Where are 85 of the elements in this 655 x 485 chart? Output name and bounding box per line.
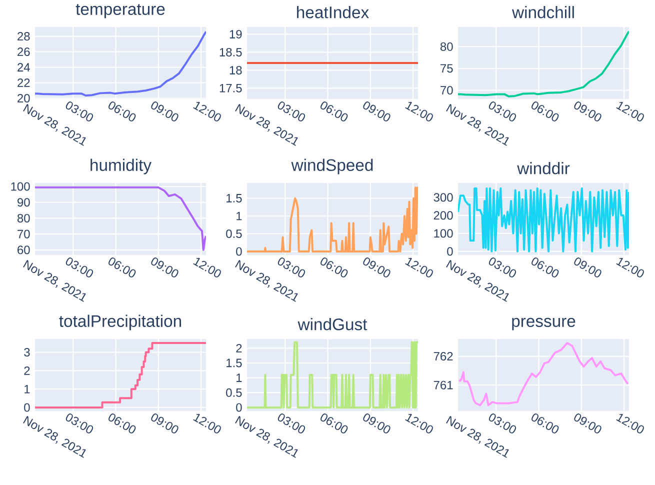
x-tick-label: 03:00	[278, 258, 306, 278]
line-series	[247, 186, 418, 252]
y-tick-label: 761	[434, 380, 453, 390]
x-tick-label: 06:00	[108, 258, 136, 278]
x-tick-label: 06:00	[532, 102, 559, 122]
y-tick-label: 80	[440, 42, 453, 51]
chart-title: windGust	[298, 318, 368, 330]
y-tick-label: 28	[18, 32, 30, 41]
y-tick-label: 60	[18, 246, 30, 254]
x-tick-label: 06:00	[108, 102, 136, 122]
line-series	[458, 187, 630, 252]
chart-title: winddir	[517, 162, 570, 174]
y-tick-label: 75	[440, 64, 453, 73]
y-tick-label: 100	[11, 182, 30, 191]
x-tick-label: 12:00	[193, 414, 221, 434]
y-tick-label: 19	[230, 30, 242, 38]
y-tick-label: 70	[440, 86, 453, 95]
x-tick-label: 06:00	[532, 414, 559, 434]
y-tick-label: 1	[236, 212, 242, 220]
y-tick-label: 0	[236, 247, 242, 256]
y-tick-label: 22	[18, 78, 30, 87]
y-tick-label: 0	[24, 403, 30, 412]
x-tick-label: 09:00	[151, 102, 178, 122]
x-tick-label: 06:00	[320, 258, 348, 278]
chart-title: totalPrecipitation	[59, 314, 182, 330]
x-tick-label: 09:00	[574, 102, 602, 122]
x-tick-label: 09:00	[574, 414, 602, 434]
y-tick-label: 1	[24, 384, 30, 394]
x-tick-label: 12:00	[616, 102, 644, 122]
y-tick-label: 26	[18, 48, 30, 56]
y-tick-label: 100	[434, 229, 453, 238]
y-tick-label: 300	[434, 193, 453, 202]
x-tick-label: 09:00	[363, 414, 390, 434]
chart-title: temperature	[76, 4, 165, 18]
x-tick-label: 03:00	[488, 102, 516, 122]
y-tick-label: 3	[24, 348, 30, 357]
x-tick-label: 06:00	[108, 414, 136, 434]
x-tick-label: 12:00	[405, 414, 433, 434]
y-tick-label: 0.5	[226, 229, 242, 238]
x-tick-label: 12:00	[616, 414, 644, 434]
y-tick-label: 80	[17, 214, 30, 222]
x-tick-label: 03:00	[66, 102, 94, 122]
x-tick-label: 03:00	[66, 258, 94, 278]
x-tick-label: 09:00	[363, 258, 390, 278]
x-tick-label: 06:00	[532, 258, 559, 278]
chart-title: pressure	[512, 318, 576, 330]
line-series	[35, 30, 206, 97]
x-tick-label: 12:00	[616, 258, 644, 278]
x-tick-label: 03:00	[278, 414, 306, 434]
line-series	[458, 30, 630, 98]
y-tick-label: 0	[447, 247, 453, 256]
x-tick-label: 06:00	[320, 414, 348, 434]
y-tick-label: 200	[434, 211, 453, 220]
x-tick-label: 03:00	[488, 414, 516, 434]
y-tick-label: 762	[434, 352, 453, 361]
chart-title: windSpeed	[291, 158, 373, 174]
y-tick-label: 18	[230, 66, 242, 74]
x-tick-label: 09:00	[151, 414, 178, 434]
y-tick-label: 18.5	[220, 48, 242, 56]
y-tick-label: 2	[236, 344, 242, 352]
x-tick-label: 12:00	[193, 102, 221, 122]
x-tick-label: 12:00	[405, 102, 433, 122]
y-tick-label: 1	[236, 374, 242, 382]
x-tick-label: 03:00	[66, 414, 94, 434]
y-tick-label: 0	[236, 403, 242, 412]
x-tick-label: 09:00	[151, 258, 178, 278]
y-tick-label: 2	[24, 366, 30, 375]
y-tick-label: 70	[18, 230, 30, 238]
x-tick-label: 06:00	[320, 102, 348, 122]
x-tick-label: 09:00	[574, 258, 602, 278]
x-tick-label: 09:00	[363, 102, 390, 122]
y-tick-label: 24	[18, 63, 30, 72]
y-tick-label: 17.5	[220, 84, 242, 92]
y-tick-label: 1.5	[226, 358, 242, 368]
chart-title: windchill	[512, 6, 574, 18]
y-tick-label: 90	[18, 198, 30, 207]
chart-title: humidity	[90, 158, 152, 174]
y-tick-label: 0.5	[226, 388, 242, 397]
y-tick-label: 20	[18, 94, 30, 102]
y-tick-label: 1.5	[226, 194, 242, 202]
chart-title: heatIndex	[297, 6, 369, 18]
x-tick-label: 03:00	[488, 258, 516, 278]
x-tick-label: 03:00	[278, 102, 306, 122]
x-tick-label: 12:00	[405, 258, 433, 278]
x-tick-label: 12:00	[193, 258, 221, 278]
